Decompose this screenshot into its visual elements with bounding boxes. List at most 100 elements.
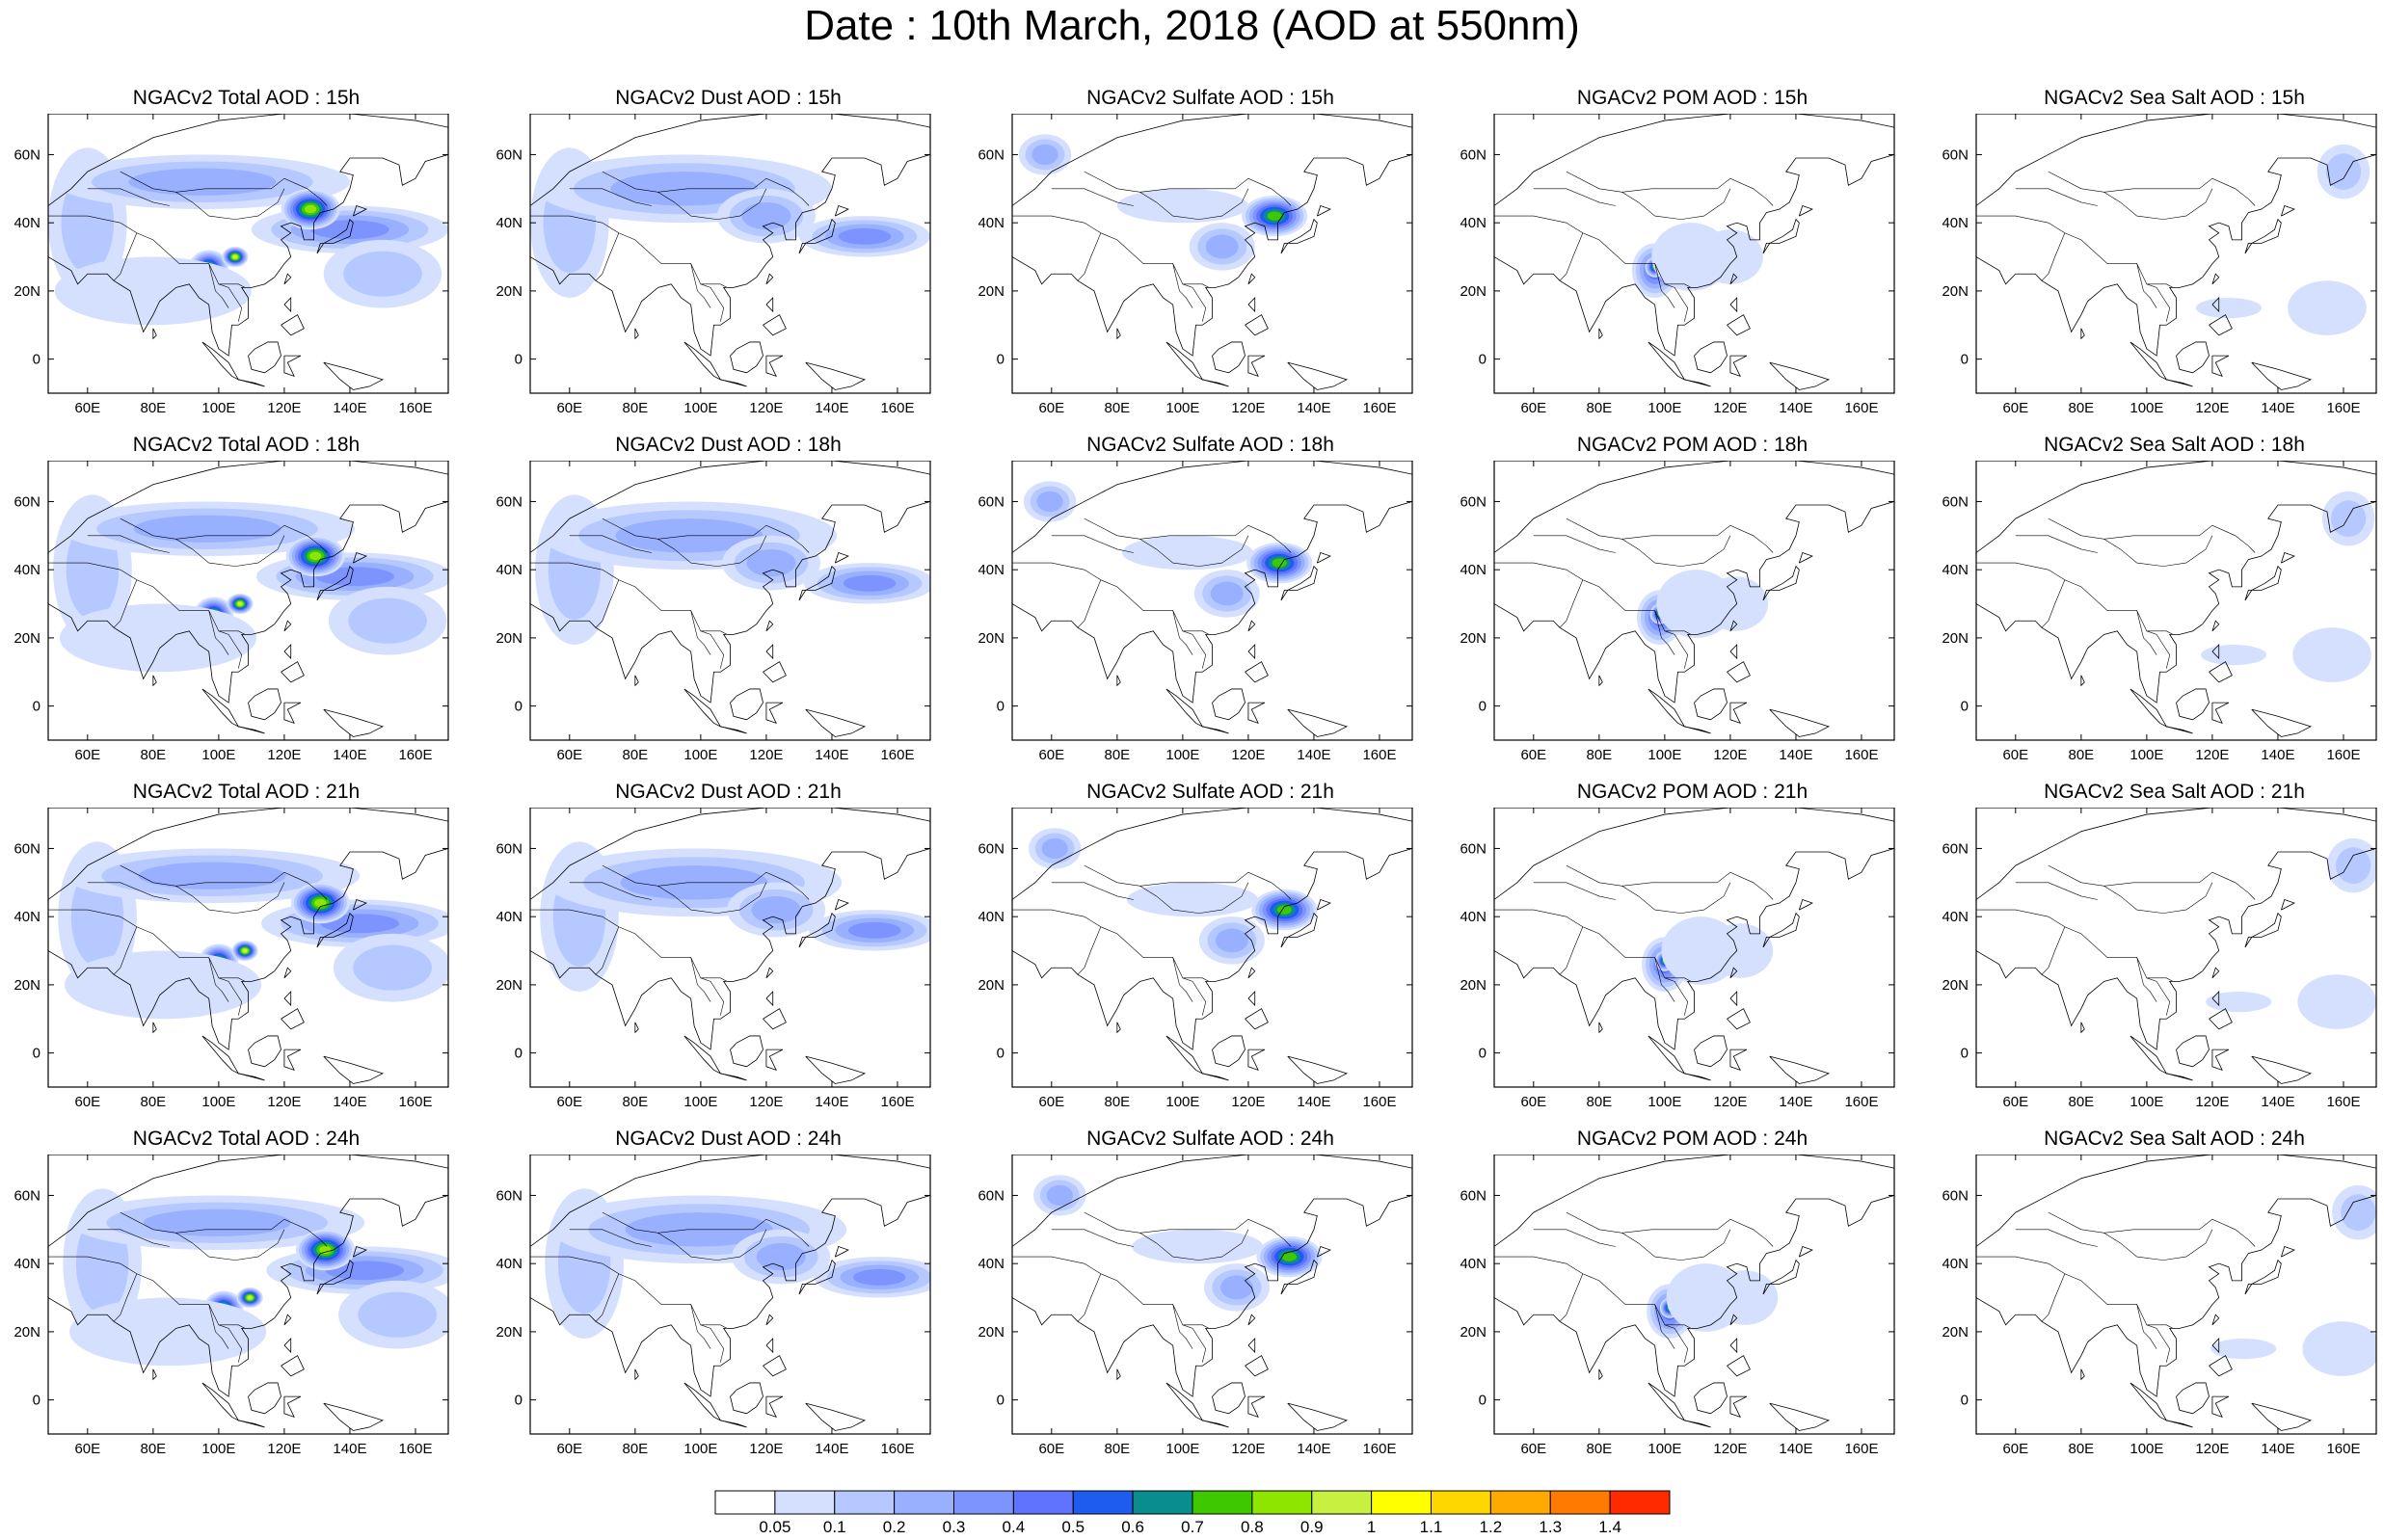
country-border	[2041, 1273, 2066, 1322]
coastline	[530, 114, 930, 206]
y-tick-label: 40N	[1942, 909, 1969, 925]
country-border	[1172, 263, 1193, 308]
y-tick-label: 20N	[1942, 977, 1969, 994]
x-tick-label: 60E	[556, 747, 582, 763]
coastline	[283, 296, 292, 313]
coastline	[763, 661, 787, 683]
y-tick-label: 60N	[1460, 146, 1487, 163]
colorbar-label: 1.4	[1598, 1518, 1621, 1535]
map-plot: 60E 80E 100E 120E 140E 160E 0 20N 40N 60N	[13, 461, 449, 763]
panel-title: NGACv2 Sea Salt AOD : 21h	[2044, 781, 2305, 803]
x-tick-label: 160E	[1362, 400, 1396, 416]
map-plot: 60E 80E 100E 120E 140E 160E 0 20N 40N 60N	[1460, 461, 1895, 763]
coastline	[1647, 1035, 1686, 1075]
x-tick-label: 80E	[623, 1441, 649, 1457]
colorbar-label: 0.9	[1300, 1518, 1324, 1535]
x-tick-label: 120E	[1231, 1094, 1265, 1110]
y-tick-label: 20N	[496, 1324, 522, 1341]
coastline	[834, 551, 849, 564]
country-border	[1182, 977, 1207, 1016]
x-tick-label: 160E	[398, 400, 432, 416]
country-border	[595, 579, 620, 628]
y-tick-label: 20N	[978, 1324, 1004, 1341]
x-tick-label: 140E	[2261, 400, 2294, 416]
coastline	[2211, 620, 2220, 632]
aod-contour	[1220, 1275, 1254, 1300]
aod-contour	[314, 898, 327, 908]
colorbar-swatch	[1012, 1490, 1074, 1515]
coastline	[1684, 379, 1711, 387]
coastline	[805, 1402, 867, 1431]
coastline	[765, 990, 774, 1007]
coastline	[238, 1073, 265, 1081]
x-tick-label: 80E	[1105, 747, 1131, 763]
plot-background	[1976, 461, 2376, 740]
x-tick-label: 80E	[1587, 1094, 1613, 1110]
coastline	[765, 355, 784, 378]
coastline	[2166, 1420, 2193, 1428]
coastline	[1012, 1195, 1412, 1397]
country-border	[1559, 232, 1584, 281]
panel-title: NGACv2 Total AOD : 24h	[132, 1128, 361, 1150]
aod-contour	[1127, 882, 1259, 917]
panel-title: NGACv2 Dust AOD : 15h	[615, 87, 842, 109]
x-tick-label: 80E	[1105, 1441, 1131, 1457]
x-tick-label: 120E	[267, 1094, 301, 1110]
coastline	[283, 1314, 292, 1326]
x-tick-label: 60E	[1520, 747, 1546, 763]
country-border	[2136, 610, 2157, 655]
country-border	[208, 263, 229, 308]
panel-title: NGACv2 Sea Salt AOD : 24h	[2044, 1128, 2305, 1150]
country-border	[1051, 882, 1134, 900]
map-outlines	[48, 114, 448, 390]
map-plot: 60E 80E 100E 120E 140E 160E 0 20N 40N 60N	[1942, 114, 2377, 416]
x-tick-label: 160E	[1844, 1441, 1878, 1457]
country-border	[1084, 518, 1292, 553]
coastline	[48, 461, 448, 553]
aod-contour	[143, 1208, 291, 1236]
coastline	[2280, 1245, 2295, 1258]
coastline	[283, 967, 292, 979]
x-tick-label: 80E	[2069, 747, 2095, 763]
map-plot: 60E 80E 100E 120E 140E 160E 0 20N 40N 60N	[496, 461, 931, 763]
colorbar-svg: 0.05 0.1 0.2 0.3 0.4 0.5 0.6 0.7 0.8 0.9 1 1.1 1.2 1.…	[714, 1490, 1671, 1536]
coastline	[238, 1420, 265, 1428]
x-tick-label: 120E	[1231, 1441, 1265, 1457]
aod-contour	[315, 567, 394, 587]
x-tick-label: 80E	[2069, 1441, 2095, 1457]
coastline	[248, 688, 281, 721]
coastline	[1247, 643, 1256, 660]
colorbar-swatch	[834, 1490, 896, 1515]
aod-contour	[69, 1297, 267, 1367]
plot-frame	[1011, 461, 1413, 741]
coastline	[352, 551, 367, 564]
country-border	[113, 926, 138, 975]
map-panel: NGACv2 Sulfate AOD : 18h 60E 80E 100E 120E 14…	[964, 432, 1446, 779]
country-border	[1182, 283, 1207, 322]
coastline	[1729, 1314, 1738, 1326]
coastline	[1494, 501, 1894, 704]
country-border	[1084, 864, 1292, 900]
country-border	[120, 518, 328, 553]
plot-frame	[1493, 461, 1895, 741]
country-border	[1566, 171, 1774, 206]
country-border	[595, 232, 620, 281]
coastline	[2176, 688, 2210, 721]
x-tick-label: 160E	[880, 1094, 914, 1110]
country-border	[175, 188, 285, 220]
colorbar-label: 1	[1367, 1518, 1376, 1535]
x-tick-label: 120E	[267, 747, 301, 763]
aod-contour	[1116, 188, 1248, 224]
country-border	[2041, 579, 2066, 628]
country-border	[1559, 926, 1584, 975]
y-tick-label: 60N	[13, 1187, 40, 1204]
coastline	[283, 620, 292, 632]
country-border	[1976, 562, 2174, 635]
country-border	[530, 215, 728, 288]
country-border	[700, 630, 725, 669]
y-tick-label: 20N	[13, 1324, 40, 1341]
panel-title: NGACv2 Total AOD : 15h	[132, 87, 361, 109]
coastline	[765, 620, 774, 632]
map-panel: NGACv2 Sea Salt AOD : 18h 60E 80E 100E 120E 1…	[1928, 432, 2384, 779]
coastline	[798, 565, 836, 601]
